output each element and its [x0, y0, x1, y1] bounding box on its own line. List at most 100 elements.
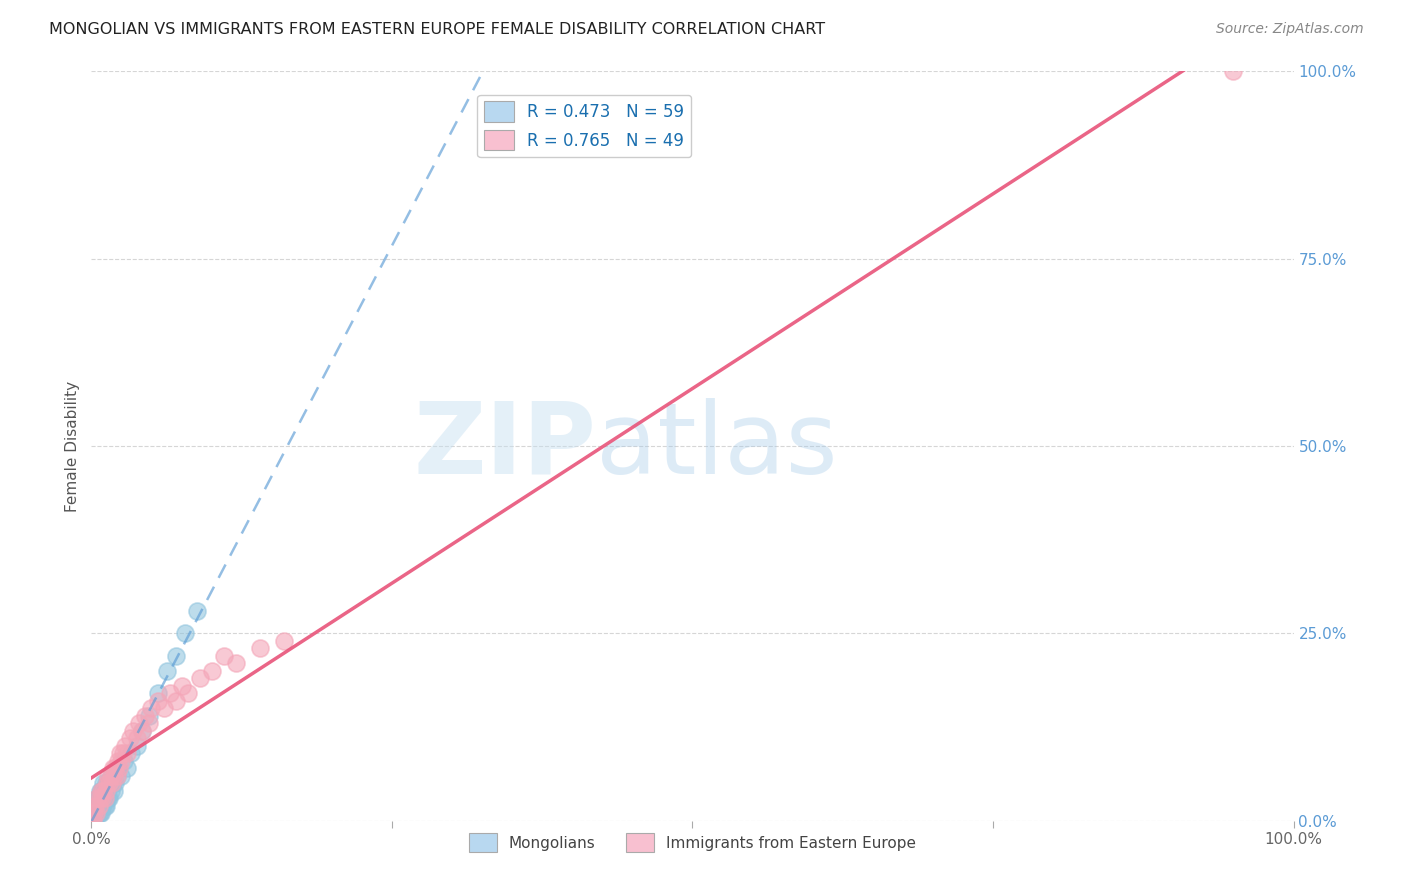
Point: [97, 769, 120, 783]
Point: [90, 798, 112, 813]
Point: [100, 769, 122, 783]
Point: [101, 761, 124, 775]
Point: [84, 798, 107, 813]
Point: [83, 814, 105, 828]
Point: [225, 657, 247, 671]
Point: [128, 716, 150, 731]
Point: [93, 791, 115, 805]
Point: [103, 769, 125, 783]
Point: [96, 776, 118, 790]
Point: [89, 806, 111, 821]
Point: [94, 783, 117, 797]
Point: [104, 761, 127, 775]
Point: [176, 686, 198, 700]
Point: [98, 776, 121, 790]
Point: [86, 806, 108, 821]
Point: [105, 769, 128, 783]
Point: [93, 791, 115, 805]
Point: [96, 783, 118, 797]
Point: [82, 814, 104, 828]
Point: [131, 723, 153, 738]
Point: [112, 754, 135, 768]
Point: [114, 739, 136, 753]
Point: [118, 731, 141, 746]
Point: [91, 791, 114, 805]
Point: [84, 798, 107, 813]
Point: [188, 671, 211, 685]
Point: [94, 798, 117, 813]
Text: atlas: atlas: [596, 398, 838, 494]
Point: [165, 694, 187, 708]
Point: [101, 776, 124, 790]
Point: [90, 791, 112, 805]
Legend: Mongolians, Immigrants from Eastern Europe: Mongolians, Immigrants from Eastern Euro…: [463, 827, 922, 858]
Point: [89, 791, 111, 805]
Point: [212, 648, 235, 663]
Point: [97, 791, 120, 805]
Point: [105, 769, 128, 783]
Point: [156, 664, 179, 678]
Point: [125, 731, 148, 746]
Point: [100, 783, 122, 797]
Point: [174, 626, 197, 640]
Point: [87, 798, 110, 813]
Point: [110, 769, 132, 783]
Point: [165, 648, 187, 663]
Point: [83, 806, 105, 821]
Point: [86, 791, 108, 805]
Point: [93, 798, 115, 813]
Point: [94, 776, 117, 790]
Point: [90, 783, 112, 797]
Point: [91, 798, 114, 813]
Point: [103, 783, 125, 797]
Point: [152, 701, 174, 715]
Point: [111, 746, 134, 760]
Y-axis label: Female Disability: Female Disability: [65, 380, 80, 512]
Point: [97, 776, 120, 790]
Point: [93, 783, 115, 797]
Point: [201, 664, 224, 678]
Text: ZIP: ZIP: [413, 398, 596, 494]
Point: [84, 806, 107, 821]
Point: [107, 761, 129, 775]
Point: [86, 791, 108, 805]
Point: [170, 679, 193, 693]
Point: [110, 746, 132, 760]
Point: [90, 806, 112, 821]
Point: [93, 791, 115, 805]
Point: [84, 798, 107, 813]
Point: [117, 761, 139, 775]
Point: [186, 604, 208, 618]
Point: [87, 798, 110, 813]
Point: [101, 776, 124, 790]
Text: Source: ZipAtlas.com: Source: ZipAtlas.com: [1216, 22, 1364, 37]
Point: [98, 776, 121, 790]
Point: [120, 746, 142, 760]
Point: [87, 791, 110, 805]
Point: [98, 791, 121, 805]
Point: [93, 783, 115, 797]
Point: [84, 806, 107, 821]
Point: [117, 746, 139, 760]
Point: [104, 776, 127, 790]
Point: [134, 708, 156, 723]
Point: [108, 761, 131, 775]
Point: [273, 633, 295, 648]
Point: [89, 783, 111, 797]
Text: MONGOLIAN VS IMMIGRANTS FROM EASTERN EUROPE FEMALE DISABILITY CORRELATION CHART: MONGOLIAN VS IMMIGRANTS FROM EASTERN EUR…: [49, 22, 825, 37]
Point: [159, 686, 181, 700]
Point: [87, 806, 110, 821]
Point: [141, 701, 163, 715]
Point: [100, 769, 122, 783]
Point: [138, 708, 160, 723]
Point: [91, 783, 114, 797]
Point: [89, 798, 111, 813]
Point: [122, 723, 145, 738]
Point: [84, 806, 107, 821]
Point: [1222, 64, 1244, 78]
Point: [96, 791, 118, 805]
Point: [125, 739, 148, 753]
Point: [110, 754, 132, 768]
Point: [94, 791, 117, 805]
Point: [131, 723, 153, 738]
